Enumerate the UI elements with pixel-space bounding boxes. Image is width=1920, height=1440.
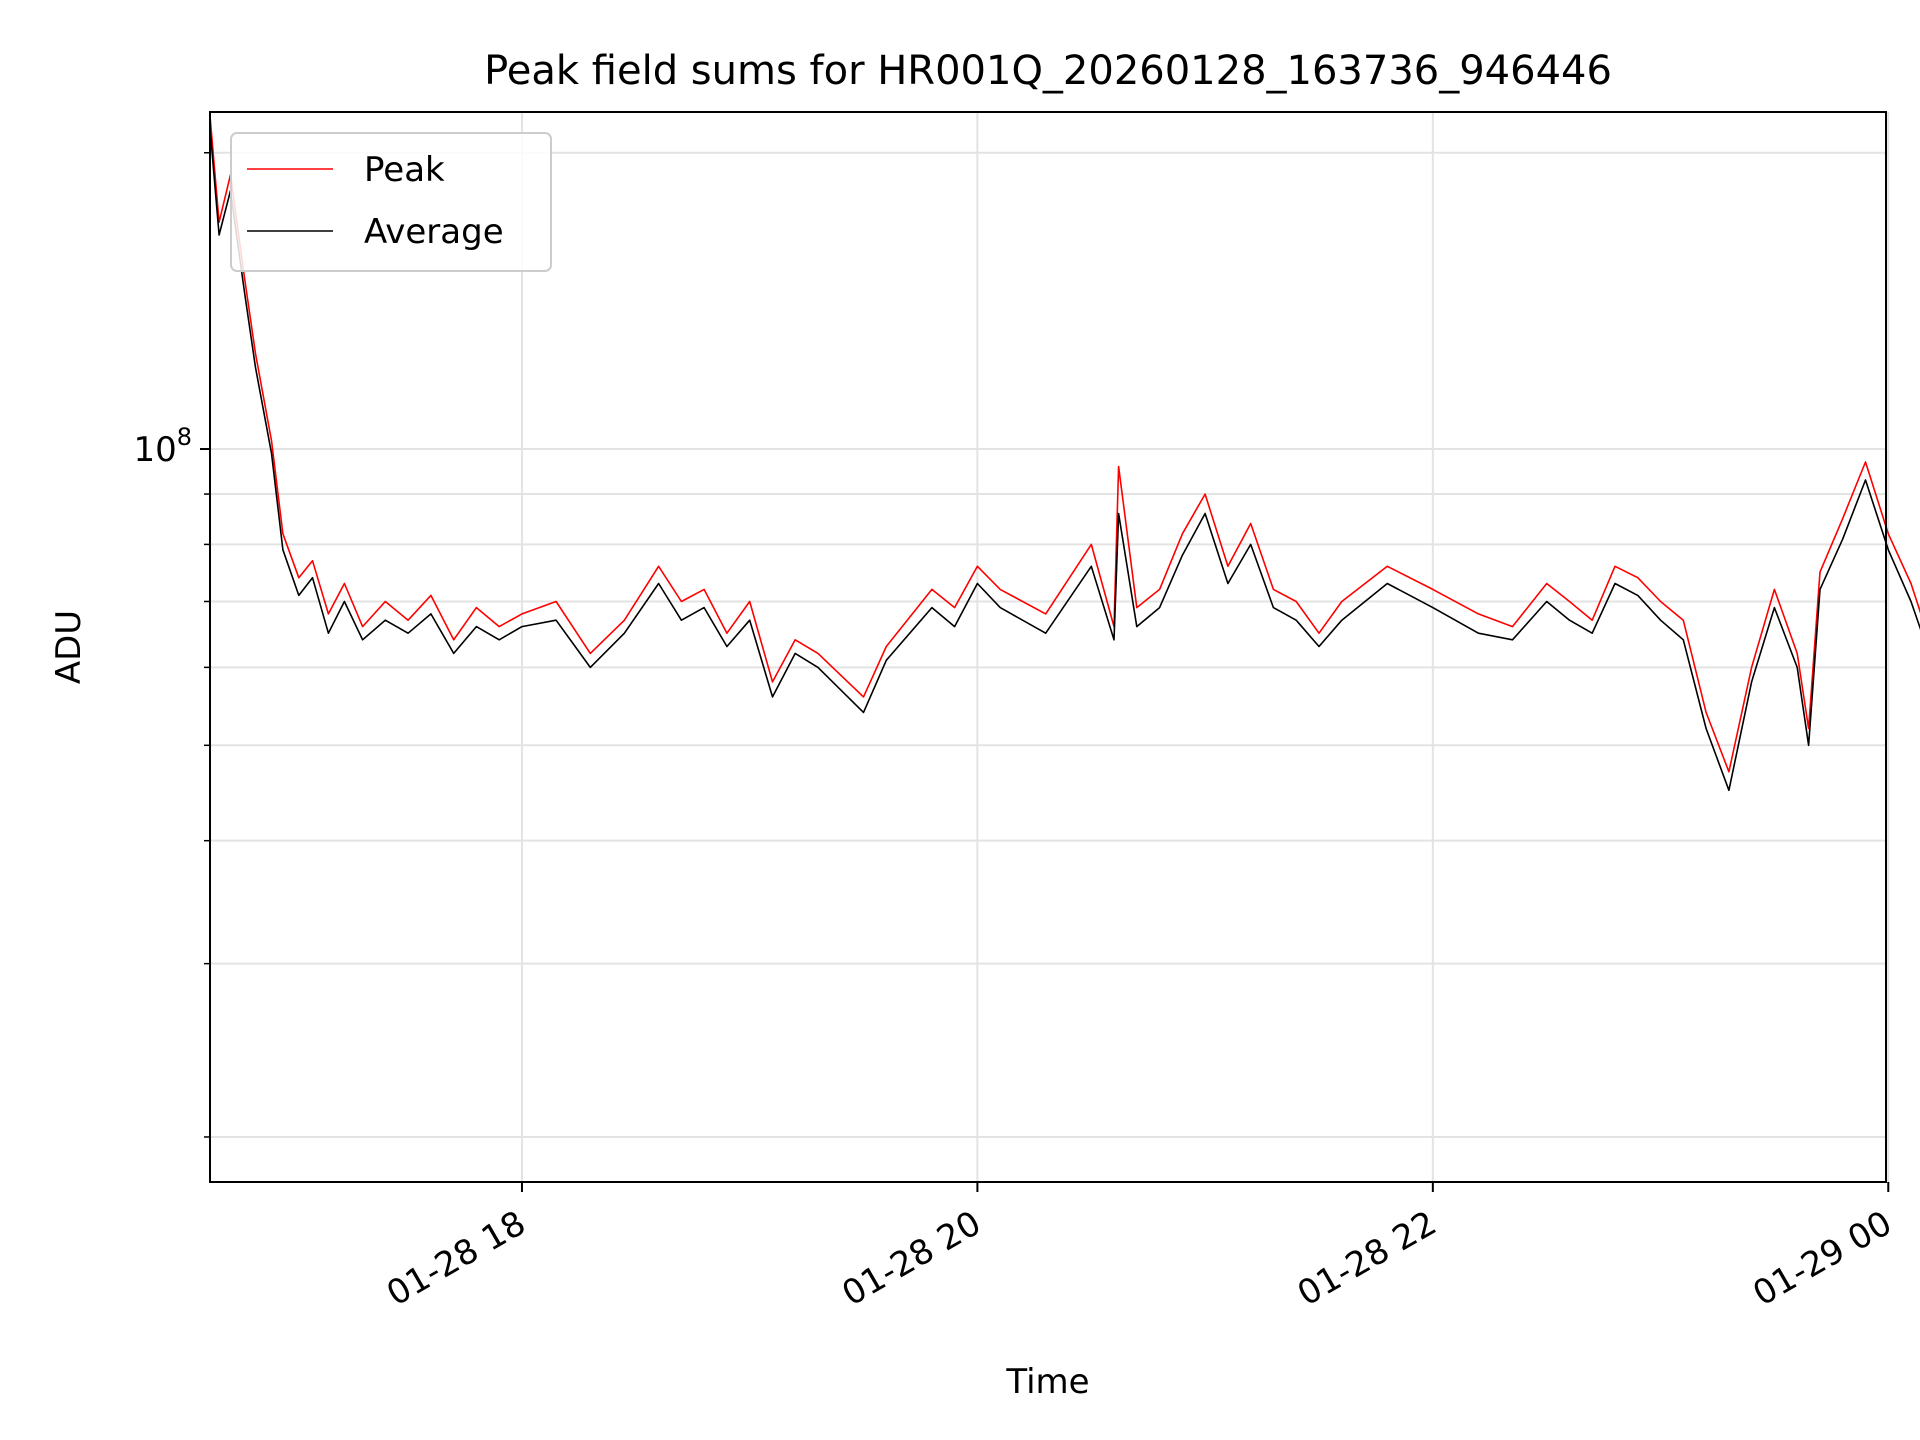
legend-box (230, 132, 552, 272)
legend: Peak Average (230, 132, 552, 272)
legend-label-peak: Peak (364, 150, 445, 190)
y-tick-label: 108 (133, 423, 192, 470)
series-layer (209, 115, 1920, 792)
y-axis: 108 (133, 151, 210, 1138)
series-line-peak (209, 115, 1920, 773)
plot-frame (209, 111, 1887, 1183)
y-axis-label: ADU (49, 610, 89, 684)
x-axis-label: Time (1005, 1362, 1089, 1402)
series-line-average (209, 127, 1920, 792)
legend-label-average: Average (364, 212, 504, 252)
grid (210, 112, 1890, 1182)
chart-title: Peak field sums for HR001Q_20260128_1637… (484, 48, 1612, 94)
